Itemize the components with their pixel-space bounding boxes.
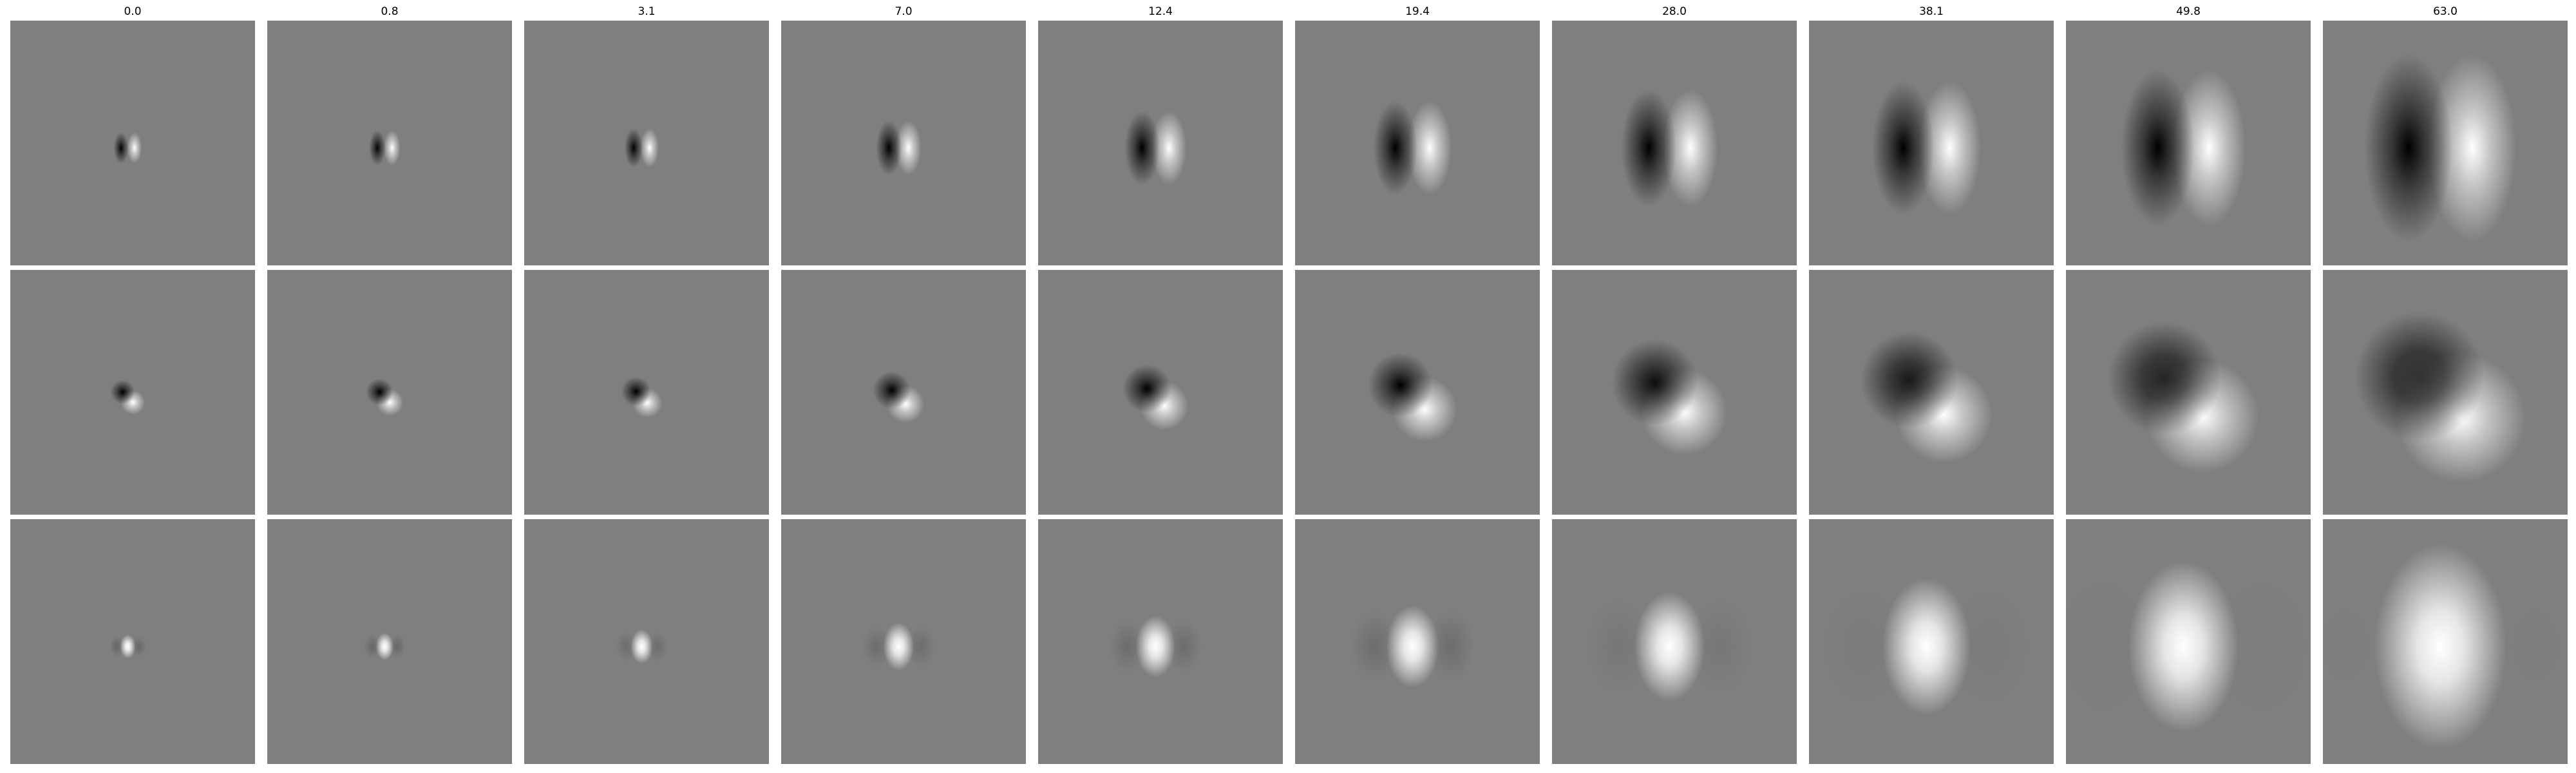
filter-tile (524, 21, 769, 265)
filter-tile (267, 21, 512, 265)
filter-tile (10, 519, 255, 764)
column-label-4: 12.4 (1148, 5, 1173, 18)
filter-tile (524, 270, 769, 515)
filter-tile (781, 270, 1026, 515)
filter-tile (1552, 21, 1797, 265)
filter-tile (1809, 270, 2054, 515)
filter-tile (1552, 270, 1797, 515)
column-label-9: 63.0 (2433, 5, 2458, 18)
filter-tile (2066, 21, 2311, 265)
column-label-5: 19.4 (1405, 5, 1430, 18)
filter-tile (1038, 270, 1283, 515)
filter-tile (1809, 519, 2054, 764)
column-label-8: 49.8 (2176, 5, 2201, 18)
filter-tile (10, 21, 255, 265)
column-label-6: 28.0 (1662, 5, 1687, 18)
filter-tile (1038, 21, 1283, 265)
column-label-1: 0.8 (381, 5, 399, 18)
column-label-2: 3.1 (638, 5, 656, 18)
filter-tile (2066, 270, 2311, 515)
filter-tile (2323, 270, 2568, 515)
filter-tile (267, 519, 512, 764)
column-label-0: 0.0 (124, 5, 142, 18)
column-label-7: 38.1 (1919, 5, 1944, 18)
filter-tile (2323, 21, 2568, 265)
filter-tile (524, 519, 769, 764)
filter-tile (267, 270, 512, 515)
filter-tile (2066, 519, 2311, 764)
filter-tile (1552, 519, 1797, 764)
filter-tile (1295, 21, 1540, 265)
filter-tile (1295, 519, 1540, 764)
filter-tile (2323, 519, 2568, 764)
filter-tile (1038, 519, 1283, 764)
filter-tile (781, 519, 1026, 764)
filter-tile (1295, 270, 1540, 515)
column-label-3: 7.0 (895, 5, 913, 18)
filter-tile (1809, 21, 2054, 265)
filter-tile (10, 270, 255, 515)
filter-tile (781, 21, 1026, 265)
